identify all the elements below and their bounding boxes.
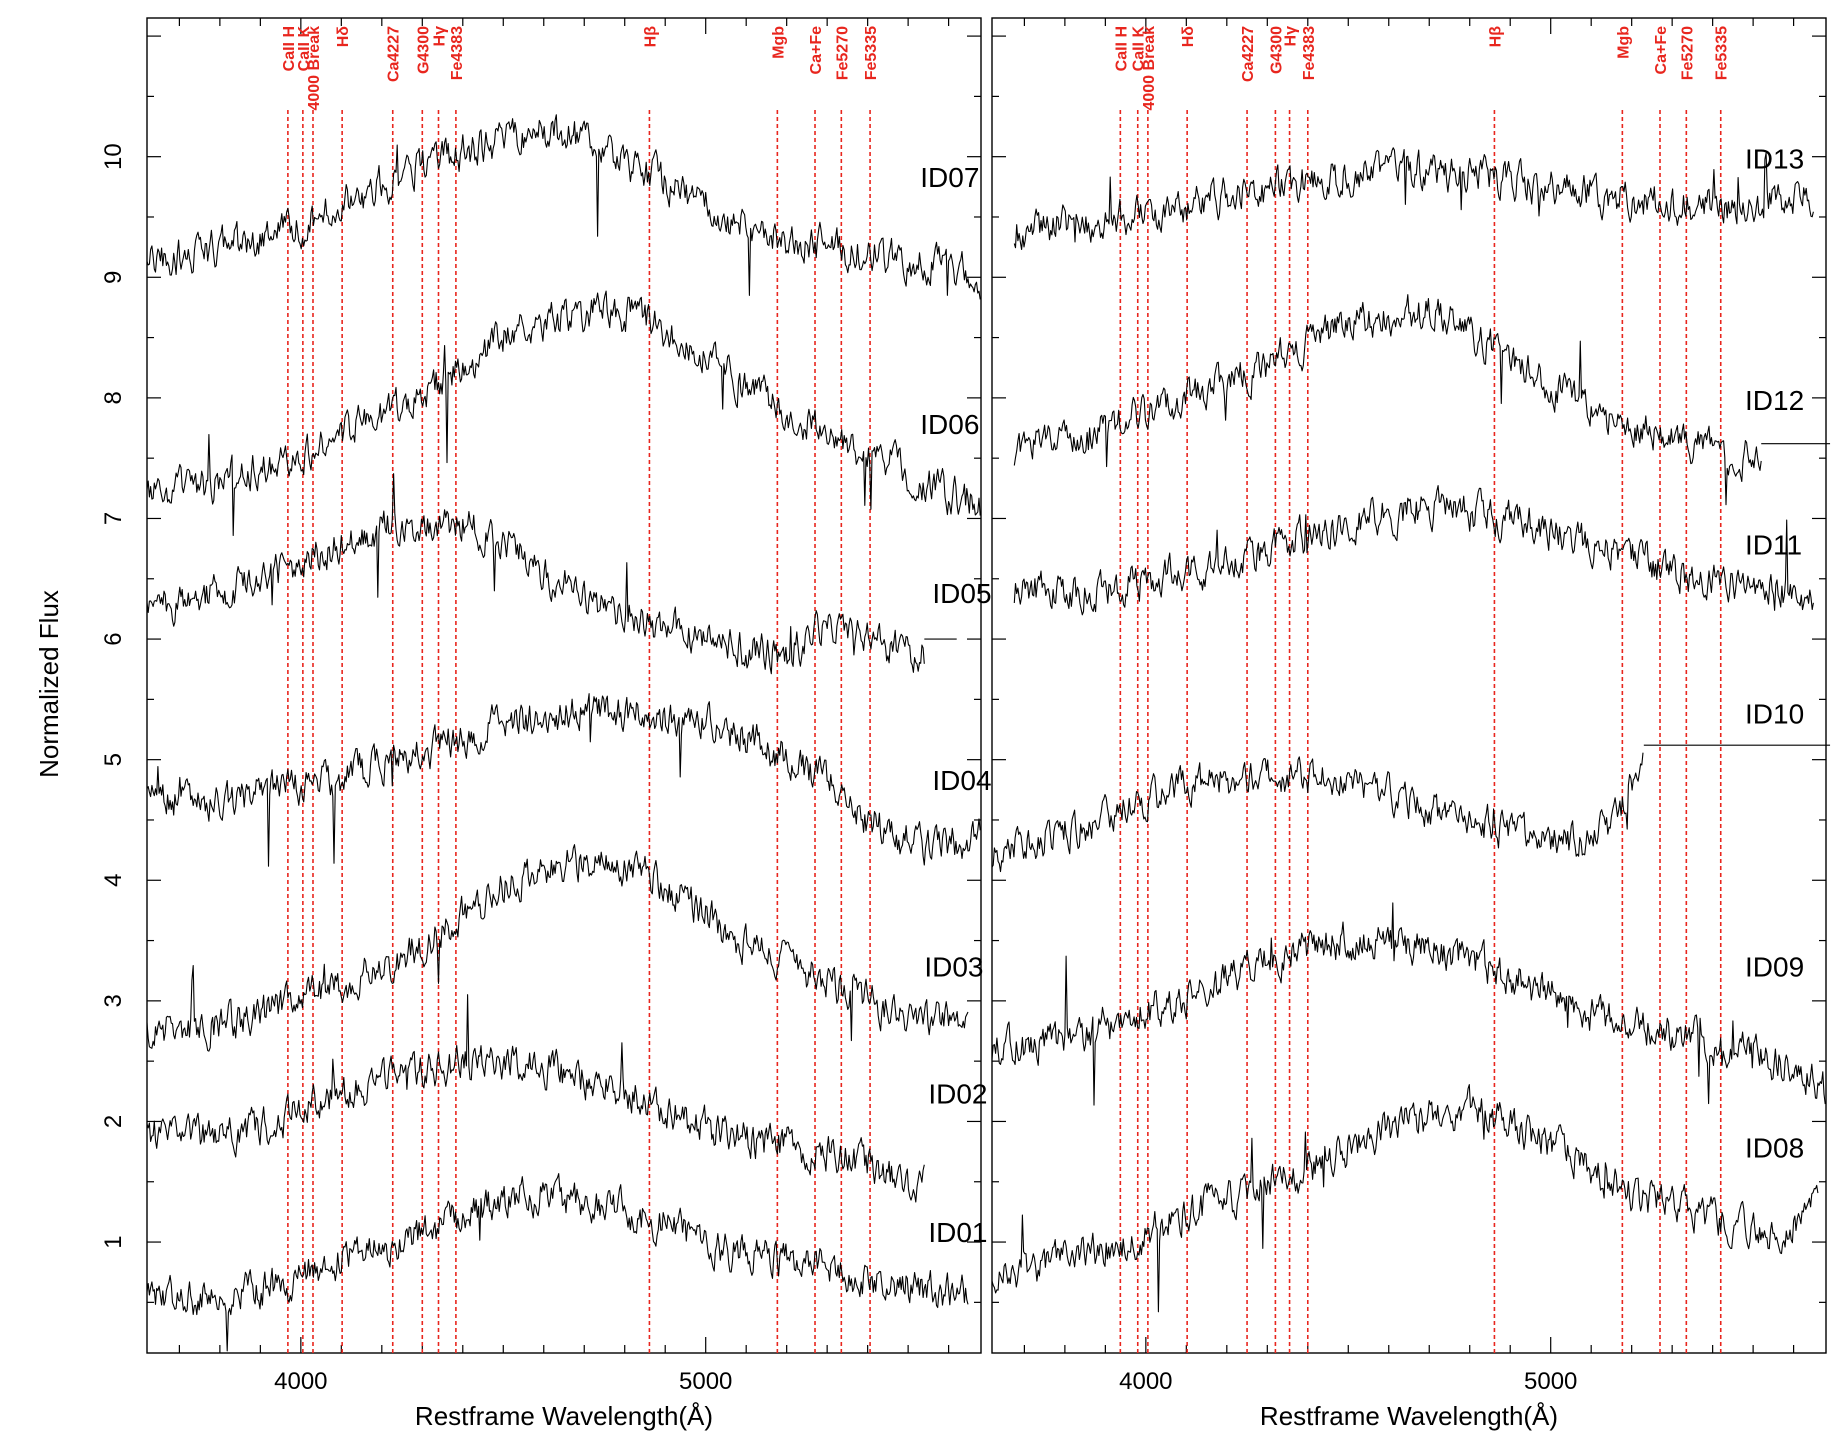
- series-label: ID09: [1745, 952, 1804, 983]
- x-axis-label: Restframe Wavelength(Å): [1260, 1401, 1558, 1431]
- series-label: ID08: [1745, 1133, 1804, 1164]
- x-axis-label: Restframe Wavelength(Å): [415, 1401, 713, 1431]
- plot-frame: [146, 17, 982, 1354]
- y-tick-label: 3: [100, 994, 127, 1007]
- spectral-line-label: Hγ: [431, 26, 448, 47]
- y-tick-label: 8: [100, 391, 127, 404]
- spectral-line-label: G4300: [1268, 26, 1285, 74]
- series-label: ID10: [1745, 698, 1804, 729]
- spectral-line-label: Fe5270: [1679, 26, 1696, 80]
- spectrum-line: [146, 1173, 969, 1352]
- right-panel: 4000 5000 Restframe Wavelength(Å) CaII H CaI…: [991, 17, 1831, 1431]
- y-tick-label: 4: [100, 874, 127, 887]
- spectral-line-label: Hβ: [642, 26, 659, 48]
- spectrum-line: [991, 902, 1826, 1106]
- spectral-line-label: Fe5270: [834, 26, 851, 80]
- series-label: ID01: [928, 1217, 987, 1248]
- series-label: ID12: [1745, 385, 1804, 416]
- spectrum-line: [146, 693, 981, 867]
- spectral-line-label: CaII K: [296, 26, 313, 72]
- series-label: ID07: [920, 162, 979, 193]
- spectrum-line: [991, 1084, 1819, 1313]
- spectral-line-label: Mgb: [1615, 26, 1632, 59]
- spectrum-line: [1013, 294, 1762, 506]
- spectral-line-label: CaII H: [1113, 26, 1130, 71]
- y-tick-label: 2: [100, 1115, 127, 1128]
- spectral-line-label: Fe5335: [863, 26, 880, 80]
- spectral-line-label: G4300: [415, 26, 432, 74]
- spectral-line-label: Fe5335: [1714, 26, 1731, 80]
- spectral-line-label: 4000 Break: [1141, 26, 1158, 111]
- spectral-line-label: Fe4383: [449, 26, 466, 80]
- spectrum-line: [991, 752, 1644, 873]
- spectral-line-label: Ca4227: [1240, 26, 1257, 82]
- y-tick-label: 6: [100, 632, 127, 645]
- spectrum-line: [146, 473, 925, 675]
- spectral-line-label: Hγ: [1283, 26, 1300, 47]
- spectral-line-label: CaII H: [281, 26, 298, 71]
- spectrum-line: [146, 844, 969, 1052]
- spectral-line-label: Ca4227: [386, 26, 403, 82]
- spectrum-line: [146, 994, 925, 1203]
- spectral-line-label: CaII K: [1131, 26, 1148, 72]
- series-label: ID04: [932, 765, 991, 796]
- x-tick-label: 5000: [1524, 1368, 1577, 1395]
- series-label: ID13: [1745, 144, 1804, 175]
- spectral-line-label: Hδ: [1180, 26, 1197, 48]
- y-tick-label: 10: [100, 143, 127, 170]
- spectrum-line: [146, 114, 981, 300]
- spectral-line-label: Ca+Fe: [808, 26, 825, 75]
- spectrum-line: [146, 290, 981, 537]
- y-tick-label: 7: [100, 512, 127, 525]
- y-tick-label: 9: [100, 271, 127, 284]
- series-label: ID11: [1745, 530, 1802, 561]
- y-tick-label: 5: [100, 753, 127, 766]
- spectral-line-label: Mgb: [770, 26, 787, 59]
- spectral-line-label: 4000 Break: [306, 26, 323, 111]
- series-label: ID02: [928, 1078, 987, 1109]
- spectrum-line: [1013, 147, 1814, 250]
- spectral-line-label: Fe4383: [1301, 26, 1318, 80]
- series-label: ID05: [932, 578, 991, 609]
- spectral-line-label: Ca+Fe: [1653, 26, 1670, 75]
- spectral-line-label: Hδ: [335, 26, 352, 48]
- y-axis-label: Normalized Flux: [34, 590, 64, 778]
- y-tick-label: 1: [100, 1235, 127, 1248]
- x-tick-label: 4000: [1119, 1368, 1172, 1395]
- series-label: ID03: [924, 952, 983, 983]
- plot-frame: [991, 17, 1827, 1354]
- left-panel: 1 2 3 4 5 6 7 8 9 10 4000 5000 Restframe Wavelength(…: [100, 17, 992, 1431]
- series-label: ID06: [920, 409, 979, 440]
- x-tick-label: 4000: [274, 1368, 327, 1395]
- spectrum-line: [1013, 485, 1814, 616]
- x-tick-label: 5000: [679, 1368, 732, 1395]
- spectral-line-label: Hβ: [1487, 26, 1504, 48]
